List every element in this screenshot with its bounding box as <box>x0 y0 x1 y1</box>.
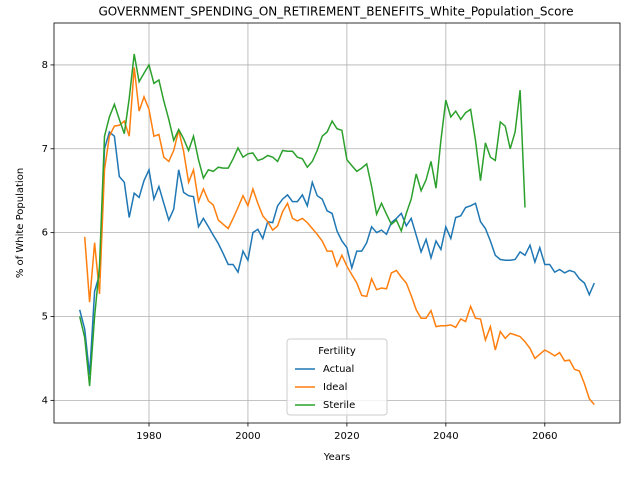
series-line <box>83 67 595 406</box>
x-tick-label: 2000 <box>235 431 260 442</box>
legend-label: Actual <box>323 364 354 375</box>
y-tick-label: 5 <box>42 312 48 323</box>
x-tick-label: 1980 <box>136 431 161 442</box>
legend-label: Ideal <box>323 382 347 393</box>
y-tick-label: 6 <box>42 228 48 239</box>
series-line <box>78 130 595 376</box>
x-tick-label: 2060 <box>532 431 557 442</box>
legend: Fertility Actual Ideal Sterile <box>286 338 388 416</box>
plot-frame <box>53 22 621 424</box>
x-tick-label: 2040 <box>433 431 458 442</box>
x-tick-label: 2020 <box>334 431 359 442</box>
y-tick-label: 8 <box>42 60 48 71</box>
chart-title: GOVERNMENT_SPENDING_ON_RETIREMENT_BENEFI… <box>98 5 573 19</box>
x-axis-label: Years <box>323 452 350 463</box>
legend-title: Fertility <box>318 346 356 357</box>
y-tick-label: 4 <box>42 395 48 406</box>
series-line <box>78 53 526 387</box>
y-axis-label: % of White Population <box>15 168 26 278</box>
legend-box <box>286 338 388 416</box>
y-tick-label: 7 <box>42 144 48 155</box>
legend-label: Sterile <box>323 400 355 411</box>
